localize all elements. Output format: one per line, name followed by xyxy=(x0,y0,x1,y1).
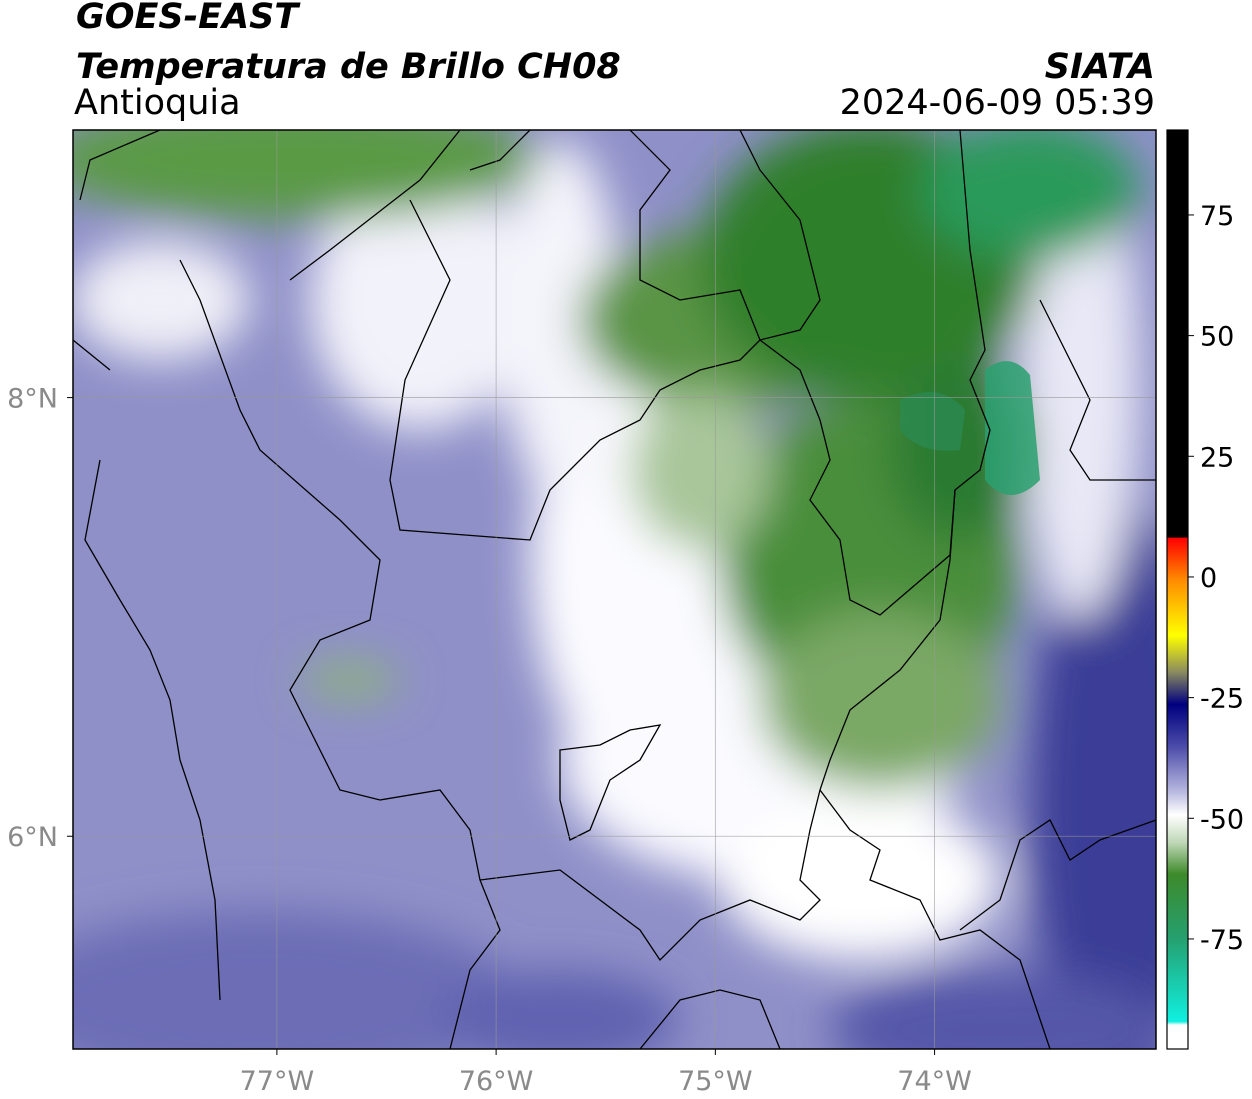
satellite-image xyxy=(73,130,1156,1049)
x-tick-label: 74°W xyxy=(897,1066,972,1097)
timestamp: 2024-06-09 05:39 xyxy=(840,83,1155,123)
y-tick-label: 8°N xyxy=(7,384,58,415)
x-tick-label: 75°W xyxy=(678,1066,753,1097)
colorbar-tick-label: 0 xyxy=(1200,563,1217,594)
colorbar-tick-label: 25 xyxy=(1200,442,1234,473)
colorbar-tick-label: -25 xyxy=(1200,684,1244,715)
colorbar-tick-label: 50 xyxy=(1200,322,1234,353)
source: SIATA xyxy=(1045,47,1155,87)
x-tick-label: 76°W xyxy=(459,1066,534,1097)
borders xyxy=(73,130,1156,1049)
colorbar-tick-label: 75 xyxy=(1200,201,1234,232)
y-tick-label: 6°N xyxy=(7,822,58,853)
x-tick-label: 77°W xyxy=(240,1066,315,1097)
grid xyxy=(73,130,1156,1049)
subtitle: Temperatura de Brillo CH08 xyxy=(76,47,621,87)
region: Antioquia xyxy=(74,83,241,123)
map-frame xyxy=(72,129,1157,1050)
title: GOES-EAST xyxy=(76,0,301,37)
colorbar-tick-label: -50 xyxy=(1200,804,1244,835)
colorbar xyxy=(1166,129,1189,1050)
colorbar-tick-label: -75 xyxy=(1200,925,1244,956)
